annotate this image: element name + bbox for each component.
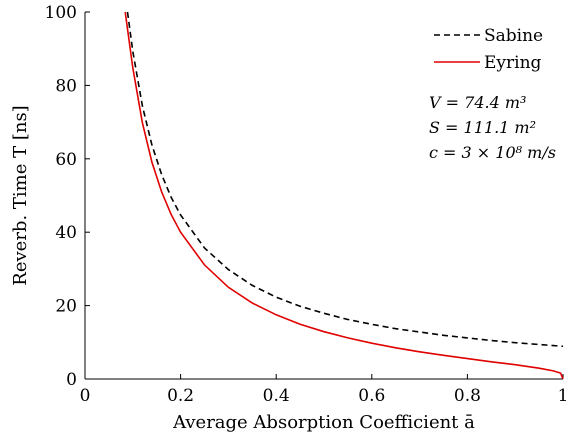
series-layer <box>124 11 564 379</box>
y-tick-label: 40 <box>55 223 77 243</box>
x-tick-label: 0.2 <box>167 386 194 406</box>
y-tick-label: 80 <box>55 76 77 96</box>
x-tick-label: 0 <box>80 386 91 406</box>
axes: 0 0.2 0.4 0.6 0.8 1 0 20 40 60 80 100 <box>45 3 569 406</box>
legend-label-eyring: Eyring <box>484 53 542 73</box>
y-tick-label: 100 <box>45 3 77 23</box>
series-line-sabine <box>126 11 564 348</box>
y-tick-label: 60 <box>55 150 77 170</box>
legend: Sabine Eyring <box>434 26 543 73</box>
y-tick-label: 0 <box>66 370 77 390</box>
series-line-eyring <box>124 11 564 379</box>
annotation-speed: c = 3 × 10⁸ m/s <box>429 143 556 162</box>
x-tick-label: 0.4 <box>263 386 290 406</box>
annotation-volume: V = 74.4 m³ <box>429 93 526 112</box>
x-tick-label: 0.8 <box>454 386 481 406</box>
x-tick-label: 1 <box>558 386 569 406</box>
annotations: V = 74.4 m³ S = 111.1 m² c = 3 × 10⁸ m/s <box>429 93 556 162</box>
legend-label-sabine: Sabine <box>484 26 543 46</box>
x-tick-label: 0.6 <box>358 386 385 406</box>
y-axis-label: Reverb. Time T [ns] <box>10 105 31 285</box>
x-axis-label: Average Absorption Coefficient ā <box>172 412 475 433</box>
annotation-surface: S = 111.1 m² <box>429 118 536 137</box>
y-tick-label: 20 <box>55 297 77 317</box>
